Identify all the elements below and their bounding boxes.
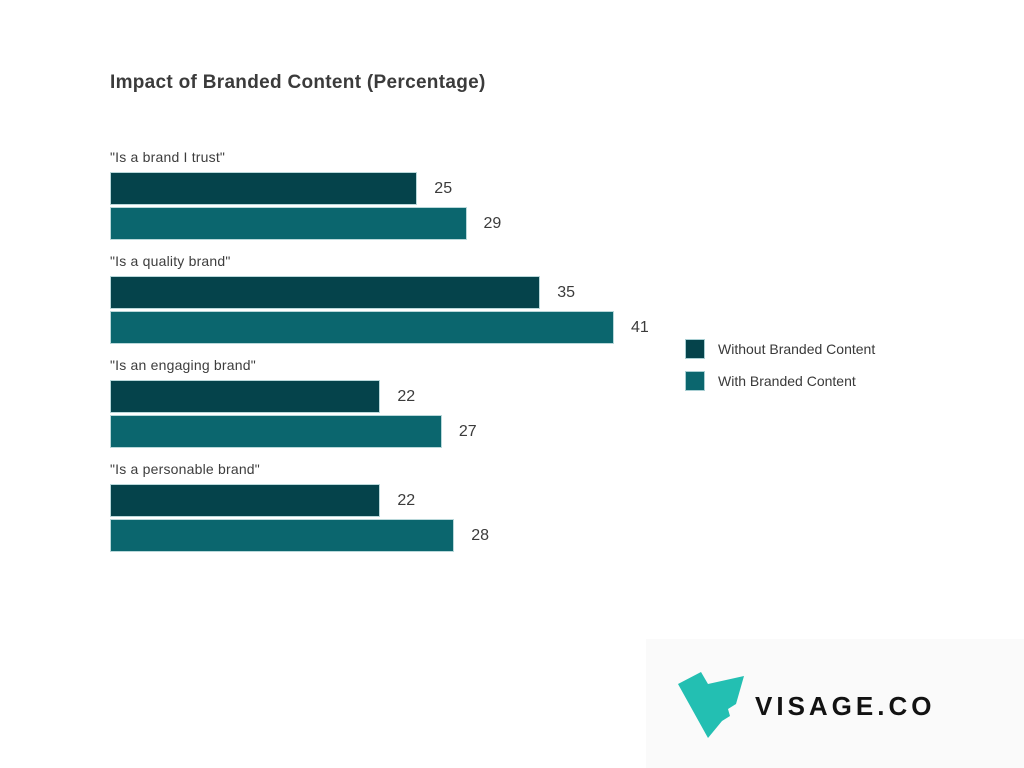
value-label: 41 xyxy=(631,318,649,336)
category-label: "Is an engaging brand" xyxy=(110,357,256,373)
bar-with-branded-content xyxy=(110,207,467,240)
category-group: "Is a quality brand" 35 41 xyxy=(110,253,710,344)
value-label: 28 xyxy=(471,526,489,544)
legend-swatch-with-branded-content xyxy=(685,371,705,391)
bar-without-branded-content xyxy=(110,172,418,205)
value-label: 25 xyxy=(434,179,453,197)
legend-label: With Branded Content xyxy=(718,373,856,389)
visage-shard-shape xyxy=(678,672,744,738)
category-label: "Is a personable brand" xyxy=(110,461,260,477)
value-label: 27 xyxy=(458,422,477,440)
brand-wordmark: VISAGE.CO xyxy=(755,691,936,721)
bar-without-branded-content xyxy=(110,380,381,413)
bar-with-branded-content xyxy=(110,415,442,448)
bar-row: 35 xyxy=(110,276,710,309)
bar-without-branded-content xyxy=(110,484,381,517)
value-label: 29 xyxy=(483,214,502,232)
category-group: "Is an engaging brand" 22 27 xyxy=(110,357,710,448)
value-label: 22 xyxy=(397,387,416,405)
bar-row: 22 xyxy=(110,484,710,517)
bar-with-branded-content xyxy=(110,519,455,552)
legend-item-without-branded-content: Without Branded Content xyxy=(685,339,875,359)
legend-label: Without Branded Content xyxy=(718,341,876,357)
bar-without-branded-content xyxy=(110,276,541,309)
bar-row: 27 xyxy=(110,415,710,448)
legend-item-with-branded-content: With Branded Content xyxy=(685,371,875,391)
category-label: "Is a quality brand" xyxy=(110,253,231,269)
category-label: "Is a brand I trust" xyxy=(110,149,226,165)
category-group: "Is a personable brand" 22 28 xyxy=(110,461,710,552)
bar-row: 25 xyxy=(110,172,710,205)
bar-row: 29 xyxy=(110,207,710,240)
bar-row: 28 xyxy=(110,519,710,552)
brand-logo-panel: VISAGE.CO xyxy=(646,639,1024,768)
value-label: 35 xyxy=(557,283,575,301)
category-group: "Is a brand I trust" 25 29 xyxy=(110,149,710,240)
value-label: 22 xyxy=(397,491,416,509)
bar-row: 41 xyxy=(110,311,710,344)
chart-title: Impact of Branded Content (Percentage) xyxy=(110,72,486,93)
bar-with-branded-content xyxy=(110,311,614,344)
legend-swatch-without-branded-content xyxy=(685,339,705,359)
bar-chart: "Is a brand I trust" 25 29 "Is a quality br… xyxy=(110,149,710,565)
bar-row: 22 xyxy=(110,380,710,413)
visage-shard-icon xyxy=(678,672,744,738)
chart-legend: Without Branded Content With Branded Con… xyxy=(685,339,875,403)
